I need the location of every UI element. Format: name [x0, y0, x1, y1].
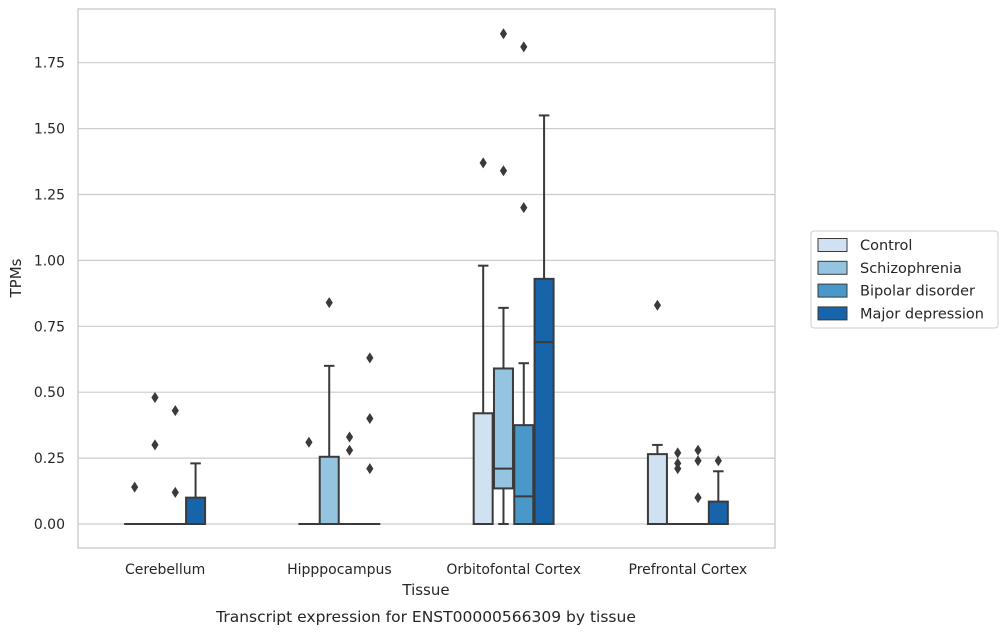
- y-tick-label: 0.75: [34, 319, 65, 335]
- outlier-point: [694, 444, 702, 456]
- box-body: [707, 500, 729, 525]
- x-tick-label: Hipppocampus: [287, 562, 392, 578]
- legend-swatch: [817, 260, 848, 275]
- series-control: [124, 157, 668, 526]
- y-axis-title: TPMs: [7, 258, 25, 298]
- y-tick-label: 0.25: [34, 451, 65, 467]
- outlier-point: [479, 157, 487, 169]
- box-body: [185, 496, 207, 526]
- legend-label: Major depression: [860, 306, 984, 322]
- box-mark: [492, 28, 514, 525]
- y-tick-label: 1.75: [34, 56, 65, 72]
- x-tick-label: Cerebellum: [125, 562, 205, 578]
- outlier-point: [305, 436, 313, 448]
- series-major-depression: [185, 114, 729, 526]
- outlier-point: [520, 41, 528, 53]
- box-mark: [513, 41, 535, 525]
- outlier-point: [694, 492, 702, 504]
- box-mark: [707, 455, 729, 525]
- outlier-point: [325, 297, 333, 309]
- box-body: [513, 424, 535, 525]
- outlier-point: [151, 439, 159, 451]
- box-mark: [144, 391, 166, 526]
- y-axis-ticks: 0.00 0.25 0.50 0.75 1.00 1.25 1.50 1.75: [34, 56, 65, 533]
- legend: Control Schizophrenia Bipolar disorder Majo…: [810, 230, 999, 329]
- x-tick-label: Prefrontal Cortex: [629, 562, 748, 578]
- outlier-point: [366, 352, 374, 364]
- outlier-point: [171, 486, 179, 498]
- x-axis-ticks: Cerebellum Hipppocampus Orbitofontal Corte…: [125, 562, 747, 578]
- outlier-point: [345, 444, 354, 456]
- outlier-point: [674, 457, 682, 469]
- y-tick-label: 0.00: [34, 517, 65, 533]
- y-tick-label: 1.50: [34, 122, 65, 138]
- outlier-point: [345, 431, 354, 443]
- outlier-point: [499, 165, 508, 177]
- box-mark: [533, 114, 555, 525]
- box-mark: [298, 436, 320, 526]
- legend-frame: [810, 230, 999, 329]
- box-mark: [318, 297, 340, 526]
- box-mark: [124, 481, 146, 526]
- outlier-point: [653, 299, 662, 311]
- box-body: [492, 367, 514, 490]
- legend-swatch: [817, 306, 848, 321]
- legend-label: Control: [860, 238, 912, 254]
- outlier-point: [714, 455, 722, 467]
- outlier-point: [131, 481, 139, 493]
- y-tick-label: 1.25: [34, 188, 65, 204]
- box-mark: [359, 352, 381, 526]
- x-axis-title: Tissue: [401, 581, 449, 599]
- box-mark: [667, 447, 689, 526]
- box-body: [318, 455, 340, 526]
- legend-swatch: [817, 283, 848, 298]
- outlier-point: [520, 202, 528, 214]
- box-mark: [687, 444, 709, 526]
- legend-swatch: [817, 238, 848, 252]
- box-mark: [646, 299, 668, 525]
- x-tick-label: Orbitofontal Cortex: [446, 562, 581, 578]
- legend-label: Schizophrenia: [860, 261, 962, 277]
- y-tick-label: 1.00: [34, 253, 65, 269]
- outlier-point: [366, 413, 374, 425]
- outlier-point: [674, 447, 682, 459]
- series-bipolar-disorder: [164, 41, 709, 526]
- plot-area-border: [77, 8, 776, 549]
- box-body: [533, 277, 555, 525]
- outlier-point: [171, 405, 179, 417]
- chart-caption: Transcript expression for ENST0000056630…: [215, 608, 636, 626]
- outlier-point: [499, 28, 508, 40]
- legend-label: Bipolar disorder: [860, 284, 975, 300]
- box-body: [646, 453, 668, 525]
- box-body: [472, 412, 494, 525]
- series-schizophrenia: [144, 28, 689, 526]
- outlier-point: [366, 463, 374, 475]
- box-mark: [164, 405, 186, 526]
- box-mark: [185, 462, 207, 526]
- outlier-point: [694, 455, 702, 467]
- y-tick-label: 0.50: [34, 385, 65, 401]
- box-mark: [339, 431, 361, 526]
- outlier-point: [151, 391, 159, 403]
- box-mark: [472, 157, 494, 525]
- box-series: [124, 28, 729, 526]
- gridlines: [78, 62, 775, 525]
